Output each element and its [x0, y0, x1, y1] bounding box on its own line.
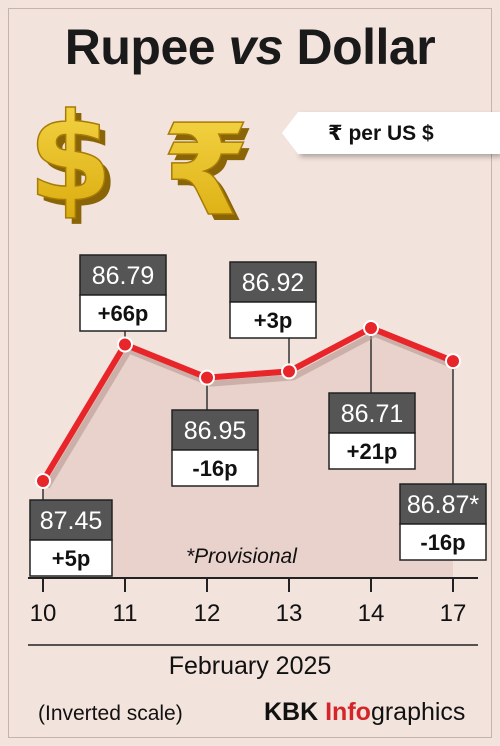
x-tick-label: 12: [194, 600, 221, 627]
change-label: +66p: [98, 301, 149, 326]
chart-title: Rupee vs Dollar: [0, 18, 500, 76]
value-label: 86.92: [242, 269, 305, 297]
frame-border: [8, 8, 492, 738]
x-axis-ticks: 10 11 12 13 14 17: [30, 578, 467, 627]
change-label: +5p: [52, 546, 91, 571]
data-point: [445, 353, 461, 370]
dollar-sign-icon: $ $: [27, 96, 119, 231]
provisional-note: *Provisional: [186, 545, 297, 568]
value-box: [29, 499, 113, 541]
series-line-shadow: [44, 331, 459, 489]
change-box: [79, 294, 167, 332]
x-tick-label: 17: [440, 600, 467, 627]
currency-symbols-illustration: $ $ ₹ ₹: [27, 96, 256, 231]
unit-label-tag: ₹ per US $: [282, 112, 500, 154]
value-box: [171, 409, 259, 451]
value-box: [328, 392, 416, 434]
svg-text:$: $: [28, 96, 113, 229]
data-label-box: 86.95 -16p: [171, 409, 259, 487]
title-part1: Rupee: [64, 19, 229, 75]
inverted-scale-note: (Inverted scale): [38, 702, 183, 725]
value-label: 86.79: [92, 262, 155, 290]
data-label-box: 86.79 +66p: [79, 254, 167, 332]
title-vs: vs: [228, 19, 284, 75]
change-label: +3p: [254, 308, 293, 333]
data-label-box: 86.71 +21p: [328, 392, 416, 470]
x-tick-label: 13: [276, 600, 303, 627]
data-point: [199, 369, 215, 386]
data-point: [117, 336, 133, 353]
value-label: 87.45: [40, 507, 103, 535]
change-label: -16p: [192, 456, 237, 481]
svg-text:$: $: [34, 96, 119, 231]
change-label: +21p: [347, 439, 398, 464]
value-box: [229, 261, 317, 303]
credit-logo: KBK Infographics: [264, 698, 465, 727]
change-box: [328, 432, 416, 470]
value-box: [399, 483, 487, 525]
data-label-box: 87.45 +5p: [29, 499, 113, 577]
data-labels: 87.45 +5p 86.79 +66p 86.95 -16p 86.92 +3p 86.71 +…: [29, 254, 487, 577]
x-tick-label: 10: [30, 600, 57, 627]
x-axis-label: February 2025: [168, 652, 332, 680]
change-label: -16p: [420, 530, 465, 555]
credit-graphics: graphics: [370, 698, 466, 726]
value-label: 86.71: [341, 400, 404, 428]
svg-text:₹: ₹: [168, 103, 256, 231]
data-label-box: 86.92 +3p: [229, 261, 317, 339]
data-label-box: 86.87* -16p: [399, 483, 487, 561]
credit-info: Info: [325, 698, 371, 726]
change-box: [171, 449, 259, 487]
change-box: [29, 539, 113, 577]
change-box: [399, 523, 487, 561]
svg-text:₹: ₹: [162, 97, 250, 231]
credit-kbk: KBK: [264, 698, 326, 726]
series-line: [40, 325, 455, 483]
rupee-sign-icon: ₹ ₹: [161, 96, 256, 231]
data-markers: [35, 320, 461, 489]
unit-label: ₹ per US $: [328, 122, 434, 145]
value-label: 86.87*: [407, 491, 480, 519]
x-tick-label: 11: [113, 600, 138, 627]
value-box: [79, 254, 167, 296]
title-part2: Dollar: [283, 19, 436, 75]
value-label: 86.95: [184, 417, 247, 445]
data-point: [363, 320, 379, 336]
data-point: [35, 473, 51, 489]
change-box: [229, 301, 317, 339]
x-tick-label: 14: [358, 600, 385, 627]
data-point: [281, 363, 297, 380]
